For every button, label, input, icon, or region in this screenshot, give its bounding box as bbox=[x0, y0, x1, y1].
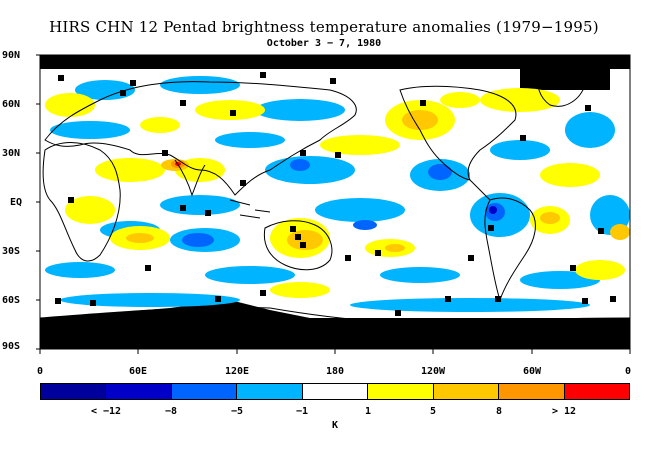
x-label-120w: 120W bbox=[420, 366, 446, 377]
colorbar-segment bbox=[171, 384, 238, 399]
colorbar-segment bbox=[237, 384, 303, 399]
colorbar-label: 8 bbox=[495, 406, 503, 417]
colorbar-segment bbox=[106, 384, 172, 399]
map-title: HIRS CHN 12 Pentad brightness temperatur… bbox=[49, 18, 599, 36]
colorbar-segment bbox=[433, 384, 500, 399]
colorbar-label: −8 bbox=[164, 406, 178, 417]
colorbar-label: < −12 bbox=[90, 406, 122, 417]
colorbar-unit: K bbox=[331, 420, 339, 431]
colorbar-segment bbox=[368, 384, 434, 399]
y-label-90n: 90N bbox=[2, 50, 21, 61]
colorbar-segment bbox=[41, 384, 107, 399]
colorbar-label: 5 bbox=[429, 406, 437, 417]
map-subtitle: October 3 − 7, 1980 bbox=[266, 38, 382, 49]
colorbar bbox=[40, 383, 630, 400]
y-label-30n: 30N bbox=[2, 148, 21, 159]
colorbar-segment bbox=[564, 384, 629, 399]
axis-ticks bbox=[36, 54, 631, 354]
x-label-60e: 60E bbox=[128, 366, 148, 377]
y-label-60s: 60S bbox=[2, 295, 21, 306]
y-label-30s: 30S bbox=[2, 246, 21, 257]
colorbar-segment bbox=[499, 384, 565, 399]
x-label-0: 0 bbox=[36, 366, 44, 377]
y-label-90s: 90S bbox=[2, 341, 21, 352]
colorbar-label: −1 bbox=[295, 406, 309, 417]
x-label-60w: 60W bbox=[522, 366, 542, 377]
coastlines bbox=[39, 73, 631, 325]
anomaly-field bbox=[40, 55, 630, 349]
colorbar-label: > 12 bbox=[551, 406, 577, 417]
colorbar-label: −5 bbox=[230, 406, 244, 417]
colorbar-segment bbox=[302, 384, 369, 399]
y-label-60n: 60N bbox=[2, 99, 21, 110]
colorbar-label: 1 bbox=[364, 406, 372, 417]
x-label-120e: 120E bbox=[224, 366, 250, 377]
x-label-180: 180 bbox=[325, 366, 345, 377]
x-label-0-end: 0 bbox=[624, 366, 632, 377]
y-label-eq: EQ bbox=[10, 197, 23, 208]
